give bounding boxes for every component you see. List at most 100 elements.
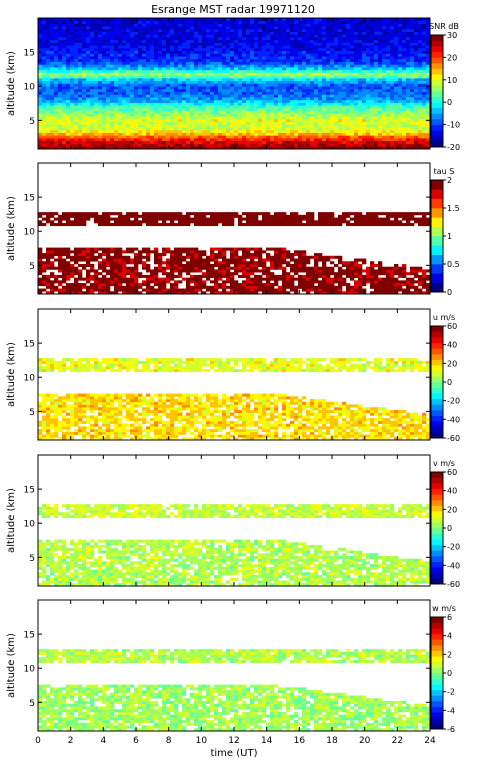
data-cell [282, 75, 287, 79]
data-cell [254, 118, 259, 123]
data-cell [202, 37, 207, 41]
data-cell [50, 88, 55, 92]
data-cell [338, 138, 343, 142]
data-cell [238, 75, 243, 79]
data-cell [78, 291, 83, 295]
data-cell [338, 116, 343, 120]
data-cell [234, 118, 239, 123]
data-cell [122, 132, 127, 136]
data-cell [286, 110, 291, 114]
data-cell [186, 45, 191, 49]
data-cell [98, 138, 103, 142]
data-cell [226, 23, 231, 27]
data-cell [146, 94, 151, 98]
data-cell [38, 53, 43, 57]
data-cell [194, 64, 199, 68]
data-cell [214, 50, 219, 54]
data-cell [114, 75, 119, 79]
data-cell [278, 132, 283, 136]
data-cell [226, 50, 231, 54]
data-cell [122, 113, 127, 117]
data-cell [390, 132, 395, 136]
data-cell [214, 67, 219, 71]
data-cell [426, 31, 431, 35]
data-cell [402, 50, 407, 54]
data-cell [278, 99, 283, 103]
data-cell [134, 132, 139, 136]
data-cell [154, 121, 159, 125]
data-cell [182, 118, 187, 123]
data-cell [378, 105, 383, 109]
data-cell [226, 146, 231, 150]
data-cell [266, 80, 271, 84]
data-cell [198, 118, 203, 123]
data-cell [146, 138, 151, 142]
data-cell [266, 61, 271, 65]
data-cell [122, 80, 127, 84]
data-cell [414, 140, 419, 144]
data-cell [82, 45, 87, 49]
data-cell [270, 140, 275, 144]
data-cell [142, 58, 147, 62]
data-cell [358, 58, 363, 62]
data-cell [218, 108, 223, 112]
data-cell [114, 97, 119, 101]
data-cell [110, 69, 115, 73]
data-cell [38, 48, 43, 52]
data-cell [126, 80, 131, 84]
data-cell [338, 34, 343, 38]
data-cell [50, 274, 55, 278]
data-cell [402, 108, 407, 112]
data-cell [202, 113, 207, 117]
data-cell [50, 283, 55, 287]
data-cell [334, 61, 339, 65]
data-cell [126, 135, 131, 139]
data-cell [330, 99, 335, 103]
data-cell [102, 45, 107, 49]
data-cell [326, 67, 331, 71]
data-cell [410, 78, 415, 82]
data-cell [86, 78, 91, 82]
data-cell [294, 110, 299, 114]
data-cell [270, 75, 275, 79]
data-cell [158, 127, 163, 131]
data-cell [242, 72, 247, 76]
data-cell [414, 31, 419, 35]
data-cell [418, 83, 423, 87]
data-cell [298, 58, 303, 62]
data-cell [406, 97, 411, 101]
data-cell [374, 42, 379, 46]
data-cell [90, 75, 95, 79]
data-cell [406, 58, 411, 62]
data-cell [194, 127, 199, 131]
data-cell [174, 116, 179, 120]
data-cell [242, 124, 247, 128]
data-cell [258, 20, 263, 24]
data-cell [174, 56, 179, 60]
data-cell [162, 127, 167, 131]
data-cell [74, 37, 79, 41]
data-cell [390, 138, 395, 142]
data-cell [306, 61, 311, 65]
data-cell [314, 75, 319, 79]
data-cell [42, 39, 47, 43]
data-cell [330, 83, 335, 87]
data-cell [162, 56, 167, 60]
data-cell [42, 78, 47, 82]
data-cell [282, 121, 287, 125]
data-cell [194, 99, 199, 103]
data-cell [374, 97, 379, 101]
data-cell [314, 138, 319, 142]
data-cell [414, 135, 419, 139]
data-cell [274, 110, 279, 114]
data-cell [130, 34, 135, 38]
data-cell [290, 138, 295, 142]
data-cell [378, 39, 383, 43]
data-cell [134, 88, 139, 92]
data-cell [274, 124, 279, 128]
data-cell [306, 108, 311, 112]
data-cell [234, 42, 239, 46]
data-cell [62, 274, 67, 278]
data-cell [338, 143, 343, 147]
data-cell [274, 143, 279, 147]
